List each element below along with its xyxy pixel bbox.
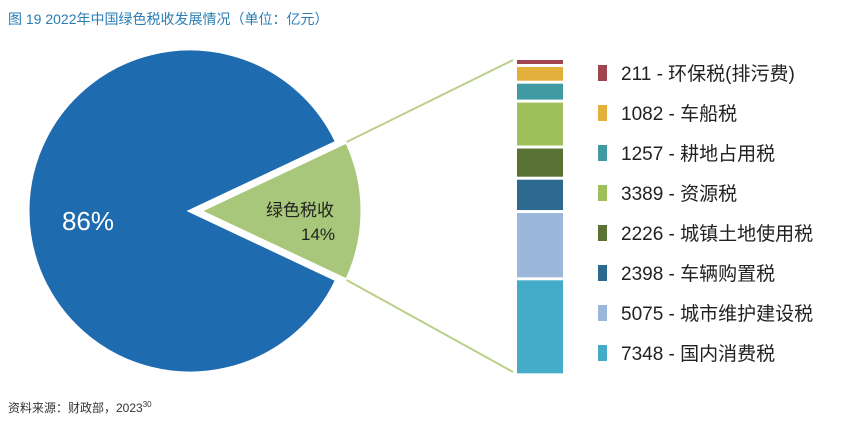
legend-swatch-8: [598, 345, 607, 361]
connector-bottom: [346, 279, 514, 373]
legend-label-4: 3389 - 资源税: [621, 183, 737, 205]
stack-segment-4: [517, 102, 563, 146]
source-reference: 30: [142, 400, 152, 409]
stack-segment-5: [517, 148, 563, 177]
legend-label-8: 7348 - 国内消费税: [621, 343, 775, 365]
legend: 211 - 环保税(排污费) 1082 - 车船税 1257 - 耕地占用税 3389…: [598, 63, 813, 365]
pie-slice-green-tax: [196, 140, 364, 282]
stack-segment-2: [517, 67, 563, 81]
legend-swatch-1: [598, 65, 607, 81]
chart-title: 图 19 2022年中国绿色税收发展情况（单位：亿元）: [8, 11, 329, 27]
connector-top: [346, 59, 514, 143]
stacked-bar: [517, 60, 563, 374]
legend-label-6: 2398 - 车辆购置税: [621, 263, 775, 285]
pie-label-green-tax-percent: 14%: [301, 225, 335, 244]
stack-segment-3: [517, 83, 563, 100]
legend-label-2: 1082 - 车船税: [621, 103, 737, 125]
stack-segment-1: [517, 60, 563, 64]
source-note: 资料来源：财政部，202330: [8, 399, 152, 416]
pie-label-green-tax: 绿色税收: [266, 201, 334, 220]
pie: 86% 绿色税收 14%: [26, 47, 364, 375]
legend-label-5: 2226 - 城镇土地使用税: [621, 223, 813, 245]
legend-swatch-3: [598, 145, 607, 161]
stack-segment-6: [517, 179, 563, 211]
legend-swatch-6: [598, 265, 607, 281]
legend-swatch-5: [598, 225, 607, 241]
source-text: 资料来源：财政部，2023: [8, 401, 143, 415]
legend-label-3: 1257 - 耕地占用税: [621, 143, 775, 165]
legend-swatch-7: [598, 305, 607, 321]
legend-label-7: 5075 - 城市维护建设税: [621, 303, 813, 325]
legend-label-1: 211 - 环保税(排污费): [621, 63, 795, 85]
connector-lines: [346, 59, 514, 373]
legend-swatch-2: [598, 105, 607, 121]
stack-segment-7: [517, 213, 563, 278]
pie-slice-main: [26, 47, 339, 375]
stack-segment-8: [517, 280, 563, 374]
pie-label-main-percent: 86%: [62, 206, 114, 236]
legend-swatch-4: [598, 185, 607, 201]
